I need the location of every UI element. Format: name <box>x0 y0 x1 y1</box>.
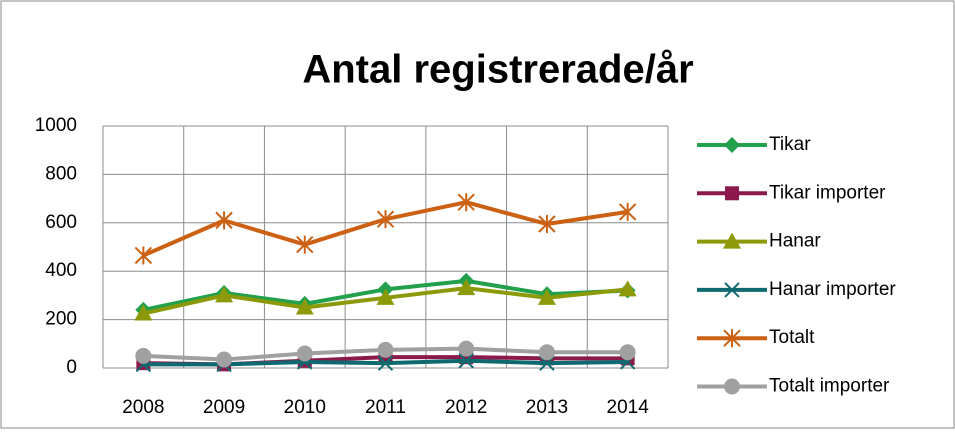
marker <box>724 137 740 153</box>
marker <box>618 280 637 297</box>
y-tick-label: 0 <box>66 357 77 378</box>
x-tick-label: 2010 <box>284 397 326 418</box>
legend-label: Tikar importer <box>769 182 886 203</box>
x-tick-label: 2012 <box>445 397 487 418</box>
marker <box>457 193 475 212</box>
y-tick-label: 1000 <box>35 115 77 136</box>
x-tick-label: 2008 <box>122 397 164 418</box>
marker <box>295 298 314 315</box>
marker <box>215 286 234 303</box>
y-tick-label: 800 <box>45 163 77 184</box>
marker <box>724 282 740 298</box>
marker <box>135 347 152 364</box>
y-tick-label: 200 <box>45 309 77 330</box>
x-tick-label: 2009 <box>203 397 245 418</box>
legend-label: Hanar <box>769 231 821 252</box>
marker <box>376 210 395 229</box>
marker <box>618 202 637 221</box>
marker <box>458 340 475 357</box>
legend-label: Totalt <box>769 327 815 348</box>
marker <box>538 344 555 361</box>
marker <box>377 341 394 358</box>
chart-title: Antal registrerade/år <box>302 48 693 92</box>
marker <box>724 378 740 395</box>
marker <box>619 344 636 361</box>
legend-label: Totalt importer <box>769 376 890 397</box>
marker <box>725 186 739 201</box>
marker <box>376 288 395 305</box>
y-tick-label: 600 <box>45 212 77 233</box>
marker <box>134 246 153 265</box>
x-tick-label: 2011 <box>365 397 406 418</box>
marker <box>134 304 153 321</box>
legend-label: Hanar importer <box>769 279 896 300</box>
marker <box>458 353 474 369</box>
marker <box>377 355 394 371</box>
x-tick-label: 2014 <box>607 397 650 418</box>
marker <box>723 232 741 249</box>
marker <box>538 215 556 234</box>
marker <box>216 351 233 368</box>
marker <box>215 211 233 230</box>
marker <box>296 345 313 362</box>
marker <box>723 329 741 348</box>
marker <box>296 235 314 254</box>
y-tick-label: 400 <box>45 260 77 281</box>
marker <box>457 279 476 296</box>
x-tick-label: 2013 <box>526 397 568 418</box>
legend-label: Tikar <box>769 134 811 155</box>
marker <box>537 288 556 305</box>
